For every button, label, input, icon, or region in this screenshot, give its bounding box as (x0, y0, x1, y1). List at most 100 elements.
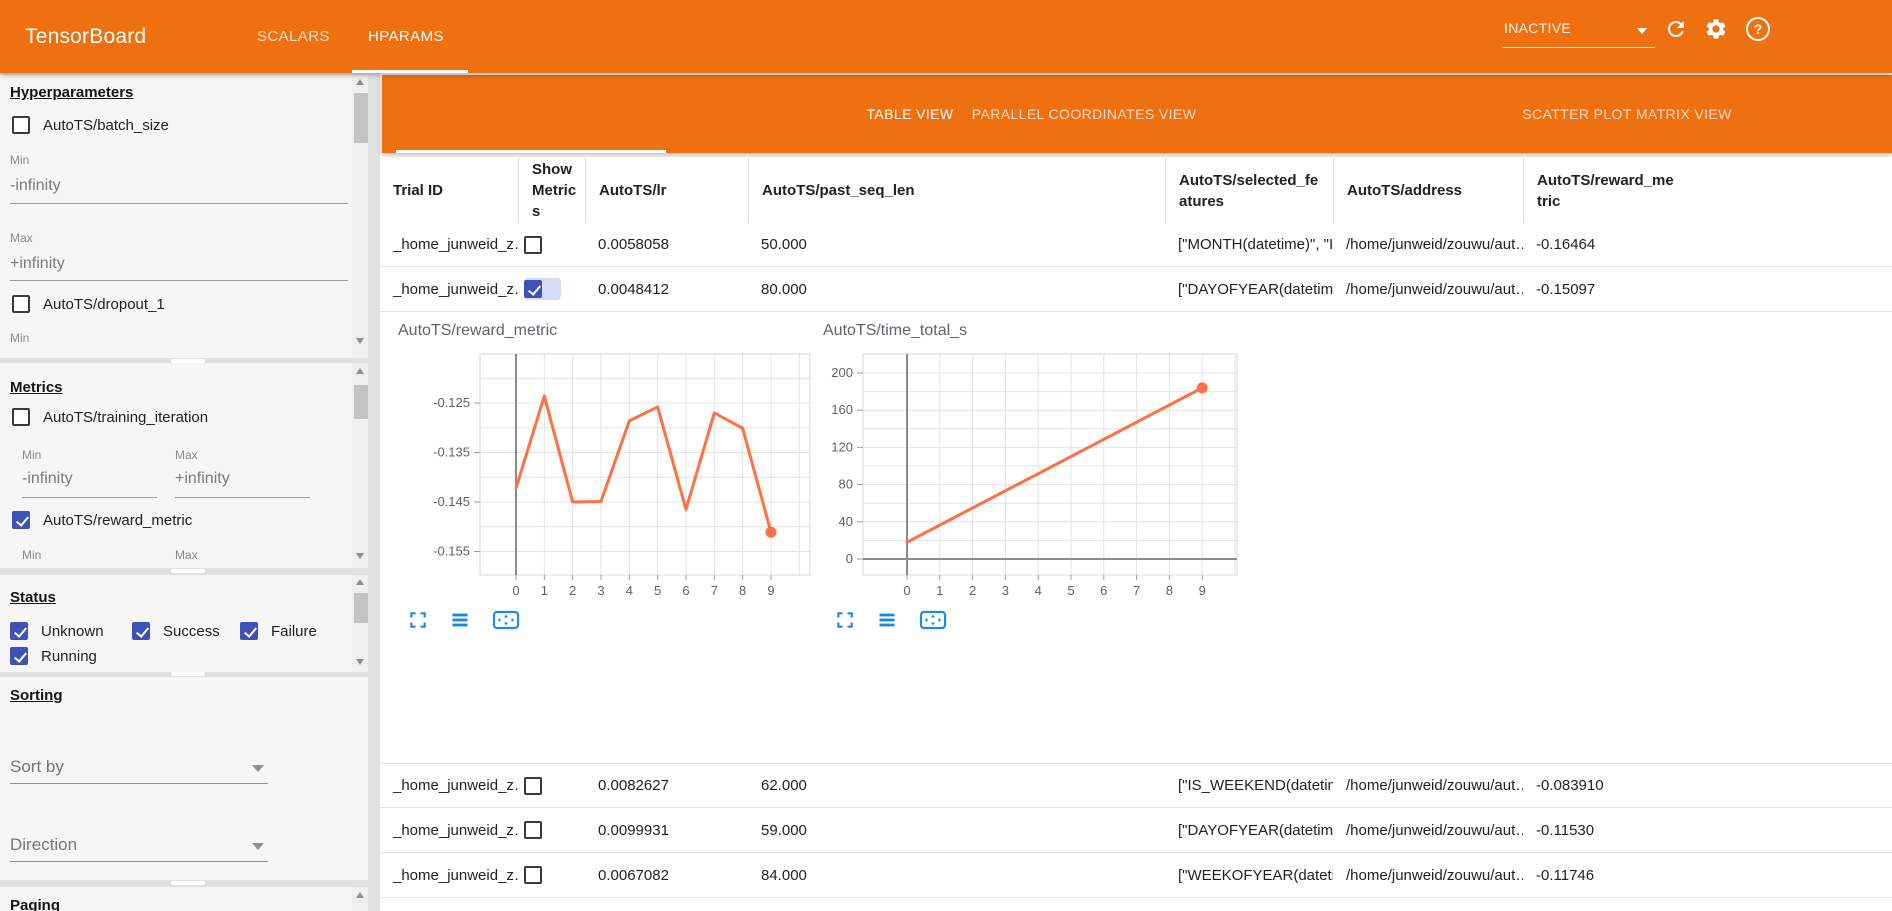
refresh-button[interactable] (1663, 16, 1689, 42)
svg-text:7: 7 (1133, 583, 1140, 598)
input-underline (175, 497, 310, 498)
fit-to-box-icon[interactable] (492, 610, 520, 630)
direction-placeholder: Direction (10, 835, 78, 854)
max-input[interactable]: +infinity (175, 470, 230, 487)
rows-icon[interactable] (449, 610, 471, 630)
checkbox-dropout[interactable] (12, 295, 30, 313)
scrollbar-thumb[interactable] (354, 385, 368, 419)
tab-table-view[interactable]: TABLE VIEW (866, 106, 954, 122)
scrollbar[interactable] (352, 75, 368, 358)
refresh-icon (1668, 21, 1684, 37)
scrollbar[interactable] (352, 575, 368, 672)
svg-text:160: 160 (831, 402, 853, 417)
input-underline (22, 497, 157, 498)
help-button[interactable]: ? (1745, 16, 1771, 42)
status-option-failure: Failure (240, 622, 317, 640)
col-header-trial-id[interactable]: Trial ID (393, 182, 444, 199)
show-metrics-checkbox[interactable] (524, 235, 542, 254)
scroll-down-icon[interactable] (356, 553, 364, 559)
section-title-status: Status (10, 589, 56, 606)
max-input[interactable]: +infinity (10, 255, 65, 272)
metric-label: AutoTS/reward_metric (43, 511, 193, 529)
col-header-address[interactable]: AutoTS/address (1333, 158, 1523, 223)
fullscreen-icon[interactable] (408, 610, 428, 630)
settings-button[interactable] (1703, 16, 1729, 42)
panel-resize-handle[interactable] (171, 881, 205, 885)
fit-to-box-icon[interactable] (919, 610, 947, 630)
dropdown-underline (1502, 47, 1655, 48)
svg-text:9: 9 (1199, 583, 1206, 598)
svg-text:3: 3 (597, 583, 604, 598)
input-underline (10, 203, 348, 204)
scrollbar[interactable] (352, 887, 368, 911)
max-label: Max (175, 448, 198, 462)
scrollbar-thumb[interactable] (354, 593, 368, 623)
tab-hparams[interactable]: HPARAMS (368, 28, 444, 45)
tab-scalars[interactable]: SCALARS (257, 28, 330, 45)
status-label: Unknown (41, 622, 104, 640)
col-header-lr[interactable]: AutoTS/lr (585, 158, 748, 223)
rows-icon[interactable] (876, 610, 898, 630)
hparam-label: AutoTS/dropout_1 (43, 295, 165, 313)
col-header-show-metrics[interactable]: Show Metrics (518, 158, 585, 223)
cell-past-seq-len: 84.000 (761, 866, 807, 884)
cell-selected-features: ["DAYOFYEAR(datetime… (1178, 280, 1333, 298)
checkbox-unknown[interactable] (10, 622, 28, 640)
status-label: Failure (271, 622, 317, 640)
checkbox-running[interactable] (10, 647, 28, 665)
cell-show-metrics (518, 267, 585, 311)
scroll-up-icon[interactable] (356, 79, 364, 85)
scroll-up-icon[interactable] (356, 892, 364, 898)
min-input[interactable]: -infinity (22, 470, 73, 487)
help-glyph: ? (1753, 21, 1763, 37)
panel-resize-handle[interactable] (171, 672, 205, 676)
checkbox-training-iteration[interactable] (12, 408, 30, 426)
cell-lr: 0.0067082 (598, 866, 669, 884)
panel-resize-handle[interactable] (171, 569, 205, 573)
col-header-selected-features[interactable]: AutoTS/selected_features (1165, 158, 1333, 223)
checkbox-failure[interactable] (240, 622, 258, 640)
fullscreen-icon[interactable] (835, 610, 855, 630)
sort-by-select[interactable]: Sort by (10, 757, 268, 785)
run-status-dropdown[interactable]: INACTIVE (1502, 14, 1655, 48)
checkbox-batch-size[interactable] (12, 116, 30, 134)
select-underline (10, 783, 268, 784)
show-metrics-checkbox[interactable] (524, 821, 542, 839)
checkbox-reward-metric[interactable] (12, 511, 30, 529)
show-metrics-checkbox[interactable] (524, 776, 542, 795)
scrollbar[interactable] (352, 363, 368, 568)
scroll-down-icon[interactable] (356, 338, 364, 344)
cell-reward-metric: -0.16464 (1536, 236, 1596, 253)
tab-parallel-coordinates-view[interactable]: PARALLEL COORDINATES VIEW (971, 106, 1197, 122)
min-input[interactable]: -infinity (10, 177, 61, 194)
cell-selected-features: ["MONTH(datetime)", "I… (1178, 236, 1333, 253)
col-header-reward-metric[interactable]: AutoTS/reward_metric (1523, 158, 1683, 223)
scroll-up-icon[interactable] (356, 368, 364, 374)
svg-text:4: 4 (626, 583, 633, 598)
status-label: Running (41, 647, 97, 665)
min-label: Min (22, 548, 42, 562)
line-chart: 0 40 80 120 160 200 0 1 2 3 4 5 6 7 8 9 (831, 353, 1238, 598)
panel-resize-handle[interactable] (171, 359, 205, 363)
scrollbar-thumb[interactable] (354, 93, 368, 143)
cell-trial-id: _home_junweid_z… (393, 777, 518, 794)
svg-text:-0.125: -0.125 (433, 395, 470, 410)
direction-select[interactable]: Direction (10, 835, 268, 863)
input-underline (10, 280, 348, 281)
show-metrics-checkbox[interactable] (524, 866, 542, 884)
show-metrics-checkbox[interactable] (524, 280, 542, 298)
scroll-up-icon[interactable] (356, 579, 364, 585)
cell-reward-metric: -0.11530 (1536, 821, 1595, 839)
tab-scatter-plot-matrix-view[interactable]: SCATTER PLOT MATRIX VIEW (1522, 106, 1732, 122)
hparam-item-dropout: AutoTS/dropout_1 (12, 295, 165, 313)
cell-selected-features: ["DAYOFYEAR(datetime… (1178, 821, 1333, 839)
scroll-down-icon[interactable] (356, 659, 364, 665)
checkbox-success[interactable] (132, 622, 150, 640)
cell-address: /home/junweid/zouwu/aut… (1346, 280, 1523, 298)
table-header: Trial ID Show Metrics AutoTS/lr AutoTS/p… (380, 158, 1892, 224)
max-label: Max (10, 231, 33, 245)
svg-text:6: 6 (682, 583, 689, 598)
col-header-past-seq-len[interactable]: AutoTS/past_seq_len (748, 158, 1165, 223)
chevron-down-icon (252, 765, 264, 772)
